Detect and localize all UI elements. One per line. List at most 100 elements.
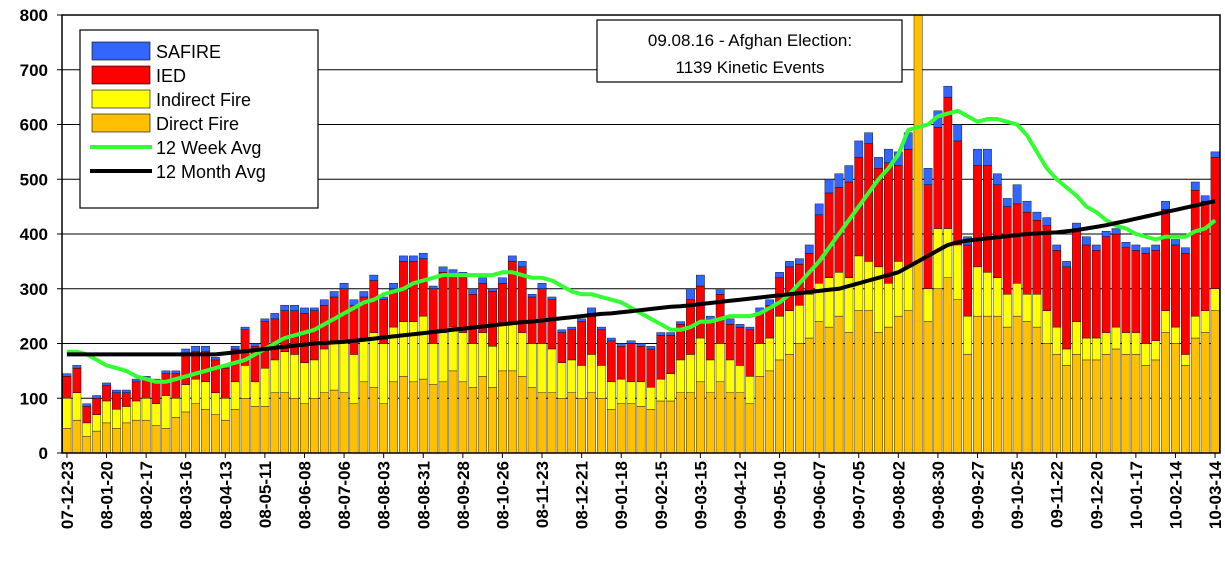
bar-segment (389, 283, 398, 289)
bar-segment (874, 157, 883, 169)
x-tick-label: 08-12-21 (573, 461, 592, 529)
bar-segment (567, 329, 577, 361)
bar-segment (1082, 359, 1091, 453)
bar-segment (834, 272, 844, 317)
bar-segment (884, 326, 893, 453)
bar-segment (1012, 203, 1022, 284)
bar-segment (953, 244, 963, 300)
bar-segment (62, 376, 72, 399)
bar-segment (577, 318, 586, 322)
bar-segment (537, 392, 547, 453)
bar-segment (705, 321, 715, 361)
bar-segment (92, 430, 101, 453)
y-tick-label: 100 (20, 389, 48, 408)
bar-segment (260, 367, 270, 407)
bar-segment (666, 335, 676, 374)
bar-segment (923, 288, 933, 322)
bar-segment (933, 127, 943, 229)
y-tick-label: 700 (20, 61, 48, 80)
bar-segment (943, 277, 953, 453)
bar-segment (1200, 200, 1210, 311)
bar-segment (1091, 337, 1101, 361)
bar-segment (1171, 244, 1180, 328)
bar-segment (715, 343, 725, 383)
bar-segment (260, 406, 270, 453)
bar-segment (1141, 343, 1151, 366)
bar-segment (280, 304, 290, 311)
bar-segment (1062, 266, 1071, 350)
avg-line (66, 108, 1217, 384)
bar-segment (547, 296, 557, 300)
bar-segment (1101, 231, 1111, 237)
bar-segment (349, 299, 359, 306)
bar-segment (1002, 206, 1012, 295)
bar-segment (943, 85, 953, 98)
bar-segment (527, 294, 537, 298)
bar-segment (537, 343, 547, 393)
bar-segment (686, 288, 695, 300)
bar-segment (943, 228, 953, 278)
bar-segment (171, 370, 181, 374)
bar-segment (725, 318, 735, 325)
bar-segment (270, 392, 280, 453)
x-tick-label: 09-05-10 (771, 461, 790, 529)
y-tick-label: 200 (20, 335, 48, 354)
bar-segment (438, 332, 448, 383)
bar-segment (300, 403, 309, 453)
bar-segment (537, 288, 547, 344)
bar-segment (636, 346, 646, 383)
bar-segment (270, 359, 280, 393)
bar-segment (82, 406, 92, 424)
bar-segment (973, 165, 982, 268)
bar-segment (220, 367, 230, 399)
bar-segment (795, 258, 804, 265)
bar-segment (1082, 244, 1091, 339)
bar-segment (1082, 236, 1091, 246)
bar-segment (1121, 247, 1131, 333)
bar-segment (1141, 252, 1151, 344)
bar-segment (102, 385, 111, 402)
bar-segment (1181, 247, 1190, 254)
bar-segment (339, 340, 349, 393)
bar-segment (1042, 225, 1052, 311)
bar-segment (82, 403, 92, 407)
bar-segment (498, 324, 507, 372)
bar-segment (131, 378, 141, 383)
legend-swatch (91, 41, 151, 61)
bar-segment (230, 346, 240, 350)
bar-segment (1131, 354, 1141, 453)
bar-segment (1091, 244, 1101, 251)
bar-segment (1200, 332, 1210, 453)
bar-segment (696, 285, 705, 339)
bar-segment (992, 315, 1002, 453)
bar-segment (656, 378, 666, 402)
x-tick-label: 08-11-23 (533, 461, 552, 528)
bar-segment (597, 365, 606, 399)
bar-segment (319, 299, 329, 306)
bar-segment (587, 354, 596, 393)
x-tick-label: 10-02-14 (1166, 460, 1185, 529)
bar-segment (953, 140, 963, 246)
bar-segment (1101, 332, 1111, 355)
bar-segment (1012, 283, 1022, 317)
bar-segment (1111, 348, 1121, 453)
bar-segment (547, 299, 557, 350)
bar-segment (438, 381, 448, 453)
bar-segment (72, 365, 82, 369)
bar-segment (834, 173, 844, 188)
bar-segment (765, 299, 775, 306)
bar-segment (755, 376, 765, 453)
bar-segment (270, 313, 280, 320)
bar-segment (507, 370, 517, 453)
bar-segment (458, 332, 468, 383)
bar-segment (775, 272, 784, 279)
x-tick-label: 08-08-31 (414, 461, 433, 529)
bar-segment (1032, 211, 1042, 221)
bar-segment (1002, 294, 1012, 328)
bar-segment (567, 392, 577, 453)
legend-swatch (91, 89, 151, 109)
bar-segment (606, 340, 616, 383)
bar-segment (230, 381, 240, 410)
bar-segment (260, 321, 270, 369)
bar-segment (201, 346, 210, 352)
